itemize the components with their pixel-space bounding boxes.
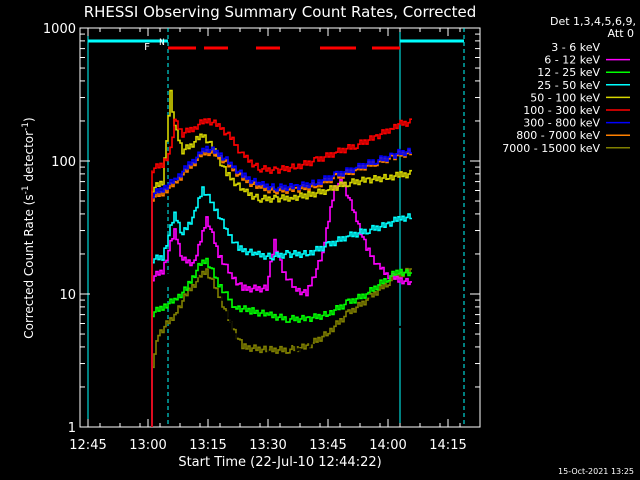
x-tick-label-1: 13:00 (129, 438, 166, 453)
x-tick-label-2: 13:15 (189, 438, 226, 453)
x-tick-label-0: 12:45 (69, 438, 106, 453)
series-line-0 (151, 189, 412, 427)
flag-bars (88, 39, 464, 50)
night-flag-label: N (159, 38, 164, 48)
y-tick-label-3: 1000 (43, 22, 76, 37)
legend-label-2: 12 - 25 keV (537, 66, 600, 79)
x-axis: 12:45 13:00 13:15 13:30 13:45 14:00 14:15 (69, 28, 481, 453)
legend-label-3: 25 - 50 keV (537, 79, 600, 92)
x-tick-label-4: 13:45 (309, 438, 346, 453)
series-line-7 (151, 149, 412, 427)
x-tick-label-6: 14:15 (429, 438, 466, 453)
x-tick-label-3: 13:30 (249, 438, 286, 453)
legend-label-7: 800 - 7000 keV (516, 129, 600, 142)
series-line-5 (151, 118, 412, 427)
series-line-8 (151, 267, 412, 427)
x-tick-label-5: 14:00 (369, 438, 406, 453)
legend-label-4: 50 - 100 keV (530, 91, 600, 104)
footer-timestamp: 15-Oct-2021 13:25 (558, 467, 634, 476)
y-tick-label-2: 100 (51, 155, 76, 170)
legend-label-6: 300 - 800 keV (523, 117, 600, 130)
chart-title: RHESSI Observing Summary Count Rates, Co… (84, 3, 477, 21)
y-tick-label-0: 1 (68, 421, 76, 436)
series-line-6 (151, 145, 412, 427)
y-axis-label: Corrected Count Rate (s-1 detector-1) (21, 117, 36, 338)
series-line-3 (151, 186, 412, 427)
series-layer (151, 89, 412, 427)
legend-label-5: 100 - 300 keV (523, 104, 600, 117)
y-tick-label-1: 10 (59, 288, 76, 303)
series-line-2 (151, 257, 412, 427)
legend-label-8: 7000 - 15000 keV (502, 142, 600, 155)
x-axis-label: Start Time (22-Jul-10 12:44:22) (178, 455, 381, 470)
legend-header-line1: Det 1,3,4,5,6,9, (550, 15, 636, 28)
y-axis: 1 10 100 1000 (43, 22, 480, 436)
series-line-1 (151, 178, 412, 427)
series-line-4 (151, 89, 412, 427)
legend-header-line2: Att 0 (608, 27, 634, 40)
legend-label-0: 3 - 6 keV (551, 41, 600, 54)
flare-flag-label: F (144, 42, 150, 53)
plot-area (79, 27, 481, 428)
legend-label-1: 6 - 12 keV (544, 54, 600, 67)
vertical-markers (87, 28, 465, 427)
